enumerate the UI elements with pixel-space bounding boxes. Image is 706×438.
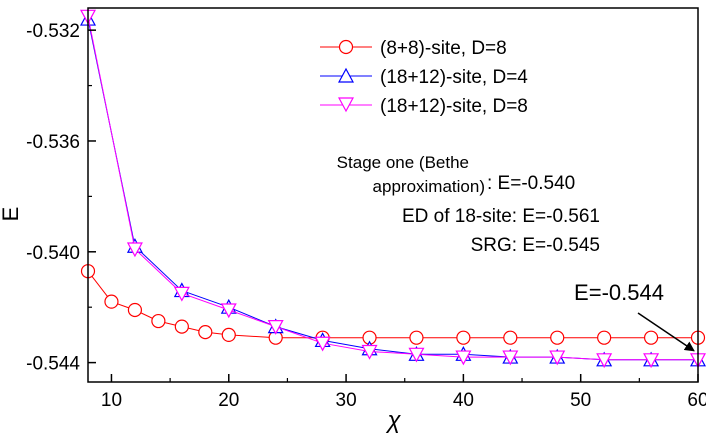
- series-line-3: [87, 16, 698, 361]
- x-tick-label: 60: [687, 390, 706, 411]
- x-axis-label: χ: [385, 407, 401, 433]
- plot-frame: [87, 7, 699, 383]
- annotations: Stage one (Bethe approximation) : E=-0.5…: [337, 153, 695, 352]
- data-point-series-1: [550, 330, 565, 345]
- legend-label-series-3: (18+12)-site, D=8: [380, 96, 528, 117]
- data-point-series-3: [643, 353, 660, 369]
- series-layer: [79, 9, 706, 369]
- annotation-ed: ED of 18-site: E=-0.561: [402, 206, 600, 227]
- data-point-series-3: [126, 242, 143, 258]
- y-axis-label: E: [0, 207, 23, 222]
- data-point-series-3: [455, 350, 472, 366]
- data-point-series-1: [127, 302, 143, 318]
- x-tick-label: 50: [570, 390, 591, 411]
- data-point-series-1: [503, 330, 518, 345]
- tick-layer: 10 20 30 40 50 60 -0.532 -0.536 -0.540 -0.544: [26, 21, 706, 411]
- legend-marker-series-2: [337, 67, 355, 83]
- legend: (8+8)-site, D=8 (18+12)-site, D=4 (18+12…: [320, 38, 528, 117]
- annotation-stage-one-line1: Stage one (Bethe: [337, 153, 469, 172]
- x-tick-label: 40: [453, 390, 474, 411]
- data-point-series-3: [220, 303, 237, 319]
- data-point-series-3: [502, 350, 519, 366]
- x-tick-label: 20: [218, 390, 239, 411]
- annotation-srg: SRG: E=-0.545: [471, 235, 600, 256]
- y-tick-label: -0.536: [26, 132, 80, 153]
- x-tick-label: 10: [101, 390, 122, 411]
- data-point-series-1: [104, 294, 119, 309]
- annotation-arrow: [637, 312, 695, 352]
- x-tick-label: 30: [336, 390, 357, 411]
- y-tick-label: -0.544: [26, 354, 80, 375]
- data-point-series-1: [597, 330, 612, 345]
- annotation-stage-one-line2: approximation): [373, 177, 485, 196]
- legend-label-series-1: (8+8)-site, D=8: [380, 38, 507, 59]
- data-point-series-1: [151, 313, 166, 329]
- data-point-series-3: [549, 350, 566, 366]
- data-point-series-3: [314, 336, 331, 352]
- legend-marker-series-3: [337, 97, 355, 113]
- legend-label-series-2: (18+12)-site, D=4: [380, 67, 528, 88]
- data-point-series-1: [456, 330, 471, 345]
- annotation-arrow-label: E=-0.544: [574, 280, 664, 305]
- y-tick-label: -0.540: [26, 243, 80, 264]
- data-point-series-3: [173, 286, 190, 302]
- data-point-series-1: [409, 330, 424, 345]
- annotation-stage-one-value: : E=-0.540: [487, 173, 575, 194]
- data-point-series-1: [174, 319, 189, 334]
- data-point-series-1: [643, 330, 659, 345]
- data-point-series-3: [596, 353, 613, 369]
- data-point-series-3: [267, 319, 284, 335]
- data-point-series-3: [408, 347, 425, 363]
- y-tick-label: -0.532: [26, 21, 80, 42]
- data-point-series-1: [221, 327, 236, 343]
- legend-marker-series-1: [338, 39, 354, 55]
- data-point-series-1: [198, 325, 213, 340]
- data-point-series-3: [361, 344, 378, 360]
